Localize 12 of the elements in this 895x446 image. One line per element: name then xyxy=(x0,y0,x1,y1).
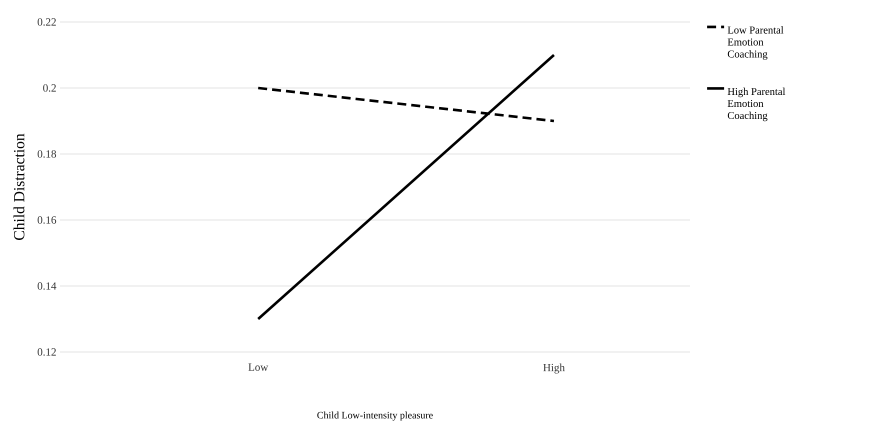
legend-label: Low Parental Emotion Coaching xyxy=(728,26,784,60)
y-tick-label: 0.12 xyxy=(38,348,56,356)
y-tick-label: 0.2 xyxy=(43,84,56,92)
x-tick-label: High xyxy=(543,364,565,374)
y-axis-title: Child Distraction xyxy=(13,134,24,240)
x-tick-label: Low xyxy=(248,364,268,371)
y-tick-label: 0.14 xyxy=(38,282,56,290)
legend-label: High Parental Emotion Coaching xyxy=(728,88,786,122)
y-tick-label: 0.18 xyxy=(38,150,56,158)
y-tick-label: 0.16 xyxy=(38,216,56,224)
y-tick-label: 0.22 xyxy=(38,18,56,26)
x-axis-title: Child Low-intensity pleasure xyxy=(317,412,433,421)
